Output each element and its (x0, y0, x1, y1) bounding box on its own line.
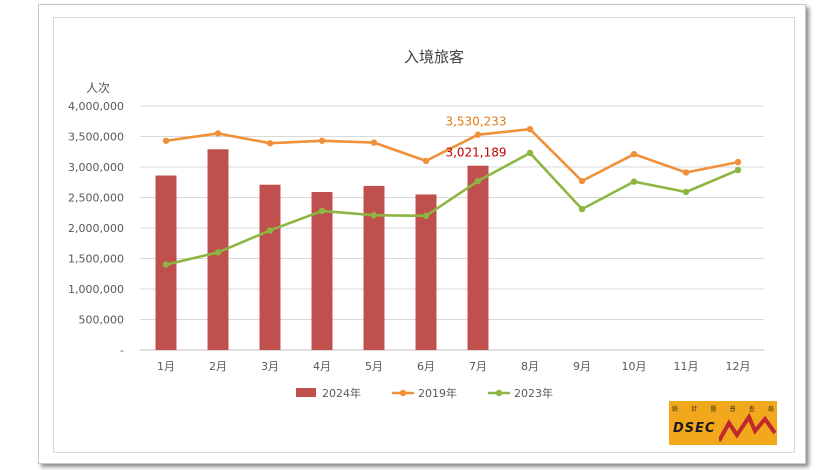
y-tick-label: 4,000,000 (68, 100, 124, 113)
legend-label: 2024年 (322, 386, 361, 400)
data-point (370, 211, 378, 219)
y-tick-label: 2,000,000 (68, 222, 124, 235)
y-tick-label: 3,000,000 (68, 161, 124, 174)
gridlines (140, 105, 764, 351)
x-tick-label: 10月 (622, 360, 647, 373)
data-point (682, 188, 690, 196)
data-labels: 3,530,233 3,021,189 (445, 115, 506, 160)
x-tick-label: 3月 (261, 360, 279, 373)
y-tick-label: 1,000,000 (68, 283, 124, 296)
bar-2024 (311, 192, 333, 350)
data-point (682, 169, 690, 176)
x-tick-label: 4月 (313, 360, 331, 373)
data-label: 3,021,189 (445, 146, 506, 160)
data-point (318, 137, 326, 144)
logo-char: 暨 (710, 405, 717, 413)
bar-2024 (259, 184, 281, 350)
bar-2024 (467, 165, 489, 350)
data-point (318, 207, 326, 215)
logo-char: 查 (748, 405, 755, 413)
y-tick-label: - (120, 344, 124, 357)
data-label: 3,530,233 (445, 115, 506, 129)
legend-label: 2023年 (514, 386, 553, 400)
x-tick-label: 12月 (726, 360, 751, 373)
data-point (474, 131, 482, 138)
y-tick-label: 2,500,000 (68, 192, 124, 205)
data-point (734, 166, 742, 174)
chart-title: 入境旅客 (404, 48, 464, 66)
bar-2024 (415, 194, 437, 350)
logo-char: 普 (729, 405, 736, 413)
logo-zigzag-icon (719, 413, 777, 442)
y-tick-label: 3,500,000 (68, 131, 124, 144)
legend-marker (399, 389, 407, 397)
y-tick-label: 500,000 (79, 314, 125, 327)
x-axis-ticks: 1月 2月 3月 4月 5月 6月 7月 8月 9月 10月 11月 12月 (157, 360, 751, 373)
data-point (734, 158, 742, 166)
legend-swatch (296, 388, 316, 397)
x-tick-label: 7月 (469, 360, 487, 373)
data-point (630, 150, 638, 158)
data-point (266, 227, 274, 234)
chart: 入境旅客 人次 - 500,000 1,000,000 1,500,000 2,000,… (68, 48, 764, 400)
data-point (630, 178, 638, 185)
data-point (422, 157, 430, 165)
line-series (162, 125, 742, 268)
data-point (578, 205, 586, 213)
logo-chinese-chars: 統計暨普查局 (672, 403, 774, 413)
bar-series (155, 149, 489, 350)
legend-marker (495, 389, 503, 397)
y-tick-label: 1,500,000 (68, 253, 124, 266)
logo-text: DSEC (673, 421, 716, 436)
x-tick-label: 11月 (674, 360, 699, 373)
data-point (266, 140, 274, 147)
x-tick-label: 6月 (417, 360, 435, 373)
series-line (165, 151, 739, 266)
x-tick-label: 8月 (521, 360, 539, 373)
data-point (526, 125, 534, 133)
logo-char: 局 (767, 405, 774, 413)
data-point (474, 177, 482, 185)
x-tick-label: 2月 (209, 360, 227, 373)
logo-char: 統 (672, 405, 679, 413)
data-point (370, 139, 378, 146)
chart-frame: 入境旅客 人次 - 500,000 1,000,000 1,500,000 2,000,… (38, 4, 806, 464)
data-point (526, 149, 534, 157)
y-axis-ticks: - 500,000 1,000,000 1,500,000 2,000,000 2,500… (68, 100, 124, 357)
x-tick-label: 1月 (157, 360, 175, 373)
dsec-logo: 統 計 暨 普 查 局 DSEC (669, 401, 777, 445)
x-tick-label: 5月 (365, 360, 383, 373)
logo-char: 計 (691, 405, 698, 413)
data-point (422, 212, 430, 219)
bar-2024 (363, 185, 385, 350)
data-point (214, 249, 222, 256)
data-point (578, 177, 586, 185)
legend: 2024年 2019年 2023年 (296, 386, 553, 400)
x-tick-label: 9月 (573, 360, 591, 373)
series-line (165, 127, 739, 183)
chart-panel: 入境旅客 人次 - 500,000 1,000,000 1,500,000 2,000,… (53, 17, 795, 453)
data-point (162, 261, 170, 268)
legend-label: 2019年 (418, 386, 457, 400)
data-point (162, 137, 170, 144)
data-point (214, 130, 222, 137)
y-axis-label: 人次 (86, 81, 110, 95)
